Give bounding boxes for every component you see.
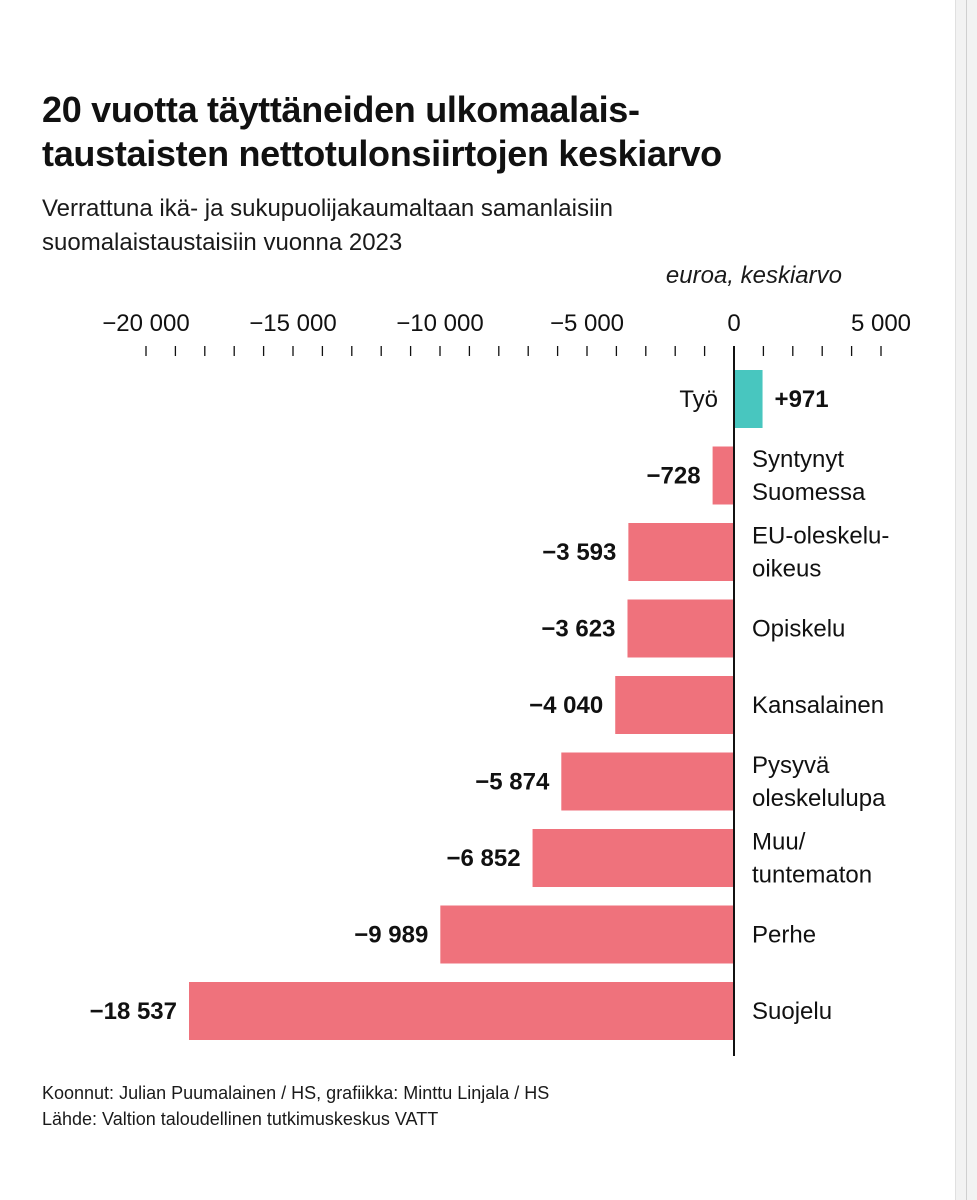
chart-title-line-1: 20 vuotta täyttäneiden ulkomaalais- <box>42 89 640 130</box>
bar-value-label: −5 874 <box>475 769 550 796</box>
chart-subtitle-line-2: suomalaistaustaisiin vuonna 2023 <box>42 229 403 256</box>
category-label: Työ <box>679 386 718 413</box>
bar-value-label: −4 040 <box>529 692 603 719</box>
bar-value-label: +971 <box>775 386 829 413</box>
bar-value-label: −18 537 <box>90 998 177 1025</box>
x-tick-label: −5 000 <box>550 310 624 337</box>
category-label-line: Suomessa <box>752 479 866 506</box>
category-label-line: Syntynyt <box>752 446 844 473</box>
category-label-line: Perhe <box>752 922 816 949</box>
category-label: Suojelu <box>752 998 832 1025</box>
category-label: Pysyvä oleskelulupa <box>752 752 886 812</box>
chart-title: 20 vuotta täyttäneiden ulkomaalais- taus… <box>42 88 942 176</box>
bar <box>628 523 734 581</box>
chart-title-line-2: taustaisten nettotulonsiirtojen keskiarv… <box>42 133 722 174</box>
category-label: Opiskelu <box>752 616 845 643</box>
bar-value-label: −3 593 <box>542 539 616 566</box>
bar <box>561 752 734 811</box>
category-label-line: Kansalainen <box>752 692 884 719</box>
category-label: Perhe <box>752 922 816 949</box>
credits: Koonnut: Julian Puumalainen / HS, grafii… <box>42 1080 549 1132</box>
bar <box>189 982 734 1040</box>
bar-value-label: −728 <box>647 463 701 490</box>
bar <box>712 446 734 505</box>
category-label: Kansalainen <box>752 692 884 719</box>
unit-label: euroa, keskiarvo <box>665 262 842 289</box>
chart-subtitle-line-1: Verrattuna ikä- ja sukupuolijakaumaltaan… <box>42 195 613 222</box>
category-label-line: oleskelulupa <box>752 785 886 812</box>
category-label-line: tuntematon <box>752 862 872 889</box>
x-tick-label: −20 000 <box>102 310 189 337</box>
category-label: Muu/tuntematon <box>752 829 872 889</box>
category-label-line: EU-oleskelu- <box>752 523 889 550</box>
x-tick-label: 0 <box>727 310 740 337</box>
credits-authors: Koonnut: Julian Puumalainen / HS, grafii… <box>42 1083 550 1103</box>
bar-value-label: −6 852 <box>446 845 520 872</box>
category-label-line: Suojelu <box>752 998 832 1025</box>
category-label-line: oikeus <box>752 556 821 583</box>
bar-value-label: −9 989 <box>354 922 428 949</box>
category-label-line: Pysyvä <box>752 752 830 779</box>
chart-subtitle: Verrattuna ikä- ja sukupuolijakaumaltaan… <box>42 192 942 260</box>
bar <box>627 599 734 658</box>
credits-source: Lähde: Valtion taloudellinen tutkimuskes… <box>42 1109 439 1129</box>
category-label-line: Opiskelu <box>752 616 845 643</box>
bar <box>440 905 734 964</box>
bar <box>615 676 734 734</box>
category-label-line: Muu/ <box>752 829 806 856</box>
bar <box>532 829 734 887</box>
category-label-line: Työ <box>679 386 718 413</box>
x-tick-label: 5 000 <box>851 310 911 337</box>
bar <box>734 370 763 428</box>
category-label: Syntynyt Suomessa <box>752 446 866 506</box>
x-tick-label: −15 000 <box>249 310 336 337</box>
window-frame-line <box>966 0 967 1200</box>
x-tick-label: −10 000 <box>396 310 483 337</box>
bar-value-label: −3 623 <box>541 616 615 643</box>
category-label: EU-oleskelu-oikeus <box>752 523 889 583</box>
